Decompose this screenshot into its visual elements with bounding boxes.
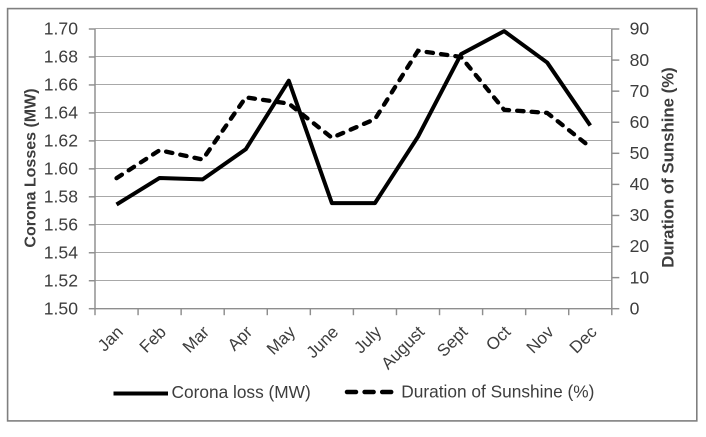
svg-text:1.60: 1.60 [44, 159, 78, 179]
svg-text:1.66: 1.66 [44, 75, 78, 95]
svg-text:20: 20 [630, 236, 650, 256]
svg-text:90: 90 [630, 19, 650, 39]
svg-text:1.50: 1.50 [44, 298, 78, 318]
svg-text:0: 0 [630, 298, 640, 318]
svg-text:1.64: 1.64 [44, 103, 78, 123]
svg-text:1.62: 1.62 [44, 131, 78, 151]
svg-text:70: 70 [630, 81, 650, 101]
svg-text:Corona loss (MW): Corona loss (MW) [172, 382, 311, 402]
svg-text:Duration of Sunshine (%): Duration of Sunshine (%) [401, 382, 594, 402]
svg-text:60: 60 [630, 112, 650, 132]
svg-text:1.70: 1.70 [44, 19, 78, 39]
svg-text:Corona Losses (MW): Corona Losses (MW) [23, 88, 40, 247]
svg-text:50: 50 [630, 143, 650, 163]
svg-text:1.54: 1.54 [44, 242, 78, 262]
svg-text:1.58: 1.58 [44, 187, 78, 207]
svg-text:30: 30 [630, 205, 650, 225]
svg-text:1.68: 1.68 [44, 47, 78, 67]
svg-text:80: 80 [630, 50, 650, 70]
svg-text:1.56: 1.56 [44, 214, 78, 234]
svg-text:10: 10 [630, 267, 650, 287]
svg-text:Duration of Sunshine (%): Duration of Sunshine (%) [659, 67, 678, 267]
svg-text:1.52: 1.52 [44, 270, 78, 290]
svg-text:40: 40 [630, 174, 650, 194]
